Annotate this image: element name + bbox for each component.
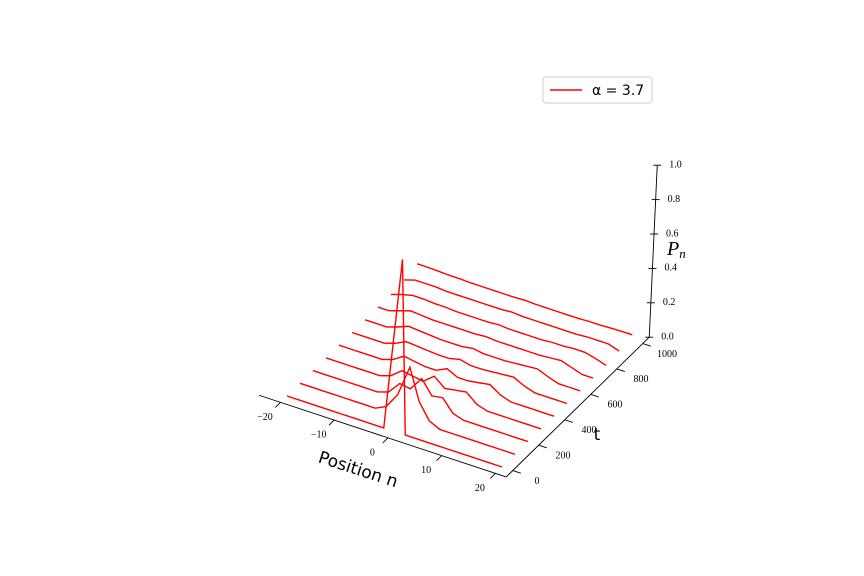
x-tick-label: −10 (311, 430, 327, 441)
x-axis (258, 394, 507, 478)
waterfall-line (299, 365, 516, 455)
y-tick-label: 200 (555, 450, 570, 461)
x-tick-label: −20 (257, 412, 273, 423)
waterfall-line (312, 369, 529, 443)
x-tick-label: 20 (475, 483, 485, 494)
x-tick (382, 437, 389, 444)
z-tick-label: 0.0 (661, 331, 674, 342)
z-tick-label: 1.0 (669, 159, 682, 170)
legend-label: α = 3.7 (592, 83, 644, 99)
y-axis-label: t (594, 425, 601, 445)
waterfall-line (417, 263, 633, 336)
x-tick-label: 10 (421, 465, 431, 476)
z-label-base: P (666, 238, 679, 260)
y-tick-label: 400 (581, 425, 596, 436)
y-tick (538, 444, 547, 449)
y-tick (512, 470, 521, 474)
y-tick-label: 1000 (657, 349, 677, 360)
x-tick (436, 455, 443, 462)
x-tick (489, 473, 496, 479)
waterfall-line (351, 331, 568, 405)
legend: α = 3.7 (542, 76, 653, 104)
y-tick-label: 0 (534, 476, 539, 487)
waterfall-line (390, 293, 607, 366)
y-tick (564, 419, 573, 423)
x-tick (328, 419, 335, 426)
waterfall-line (377, 306, 594, 379)
waterfall-line (286, 259, 503, 468)
z-tick-label: 0.6 (666, 228, 679, 239)
y-axis (505, 336, 650, 478)
z-tick-label: 0.4 (664, 263, 677, 274)
y-tick (616, 368, 625, 373)
x-axis-label: Position n (316, 448, 401, 492)
x-tick-label: 0 (370, 447, 375, 458)
waterfall-line (404, 279, 620, 352)
z-axis (648, 165, 658, 338)
y-tick (642, 343, 651, 347)
waterfall-line (325, 357, 542, 430)
waterfall-line (364, 319, 581, 392)
legend-box (542, 76, 653, 104)
z-axis-label: Pn (666, 238, 686, 261)
z-label-sub: n (679, 246, 686, 261)
x-tick (274, 402, 281, 408)
z-tick-label: 0.8 (668, 194, 681, 205)
y-tick-label: 600 (607, 400, 622, 411)
y-tick (590, 393, 599, 398)
z-tick-label: 0.2 (663, 297, 676, 308)
y-tick-label: 800 (633, 374, 648, 385)
waterfall-line (338, 344, 555, 417)
